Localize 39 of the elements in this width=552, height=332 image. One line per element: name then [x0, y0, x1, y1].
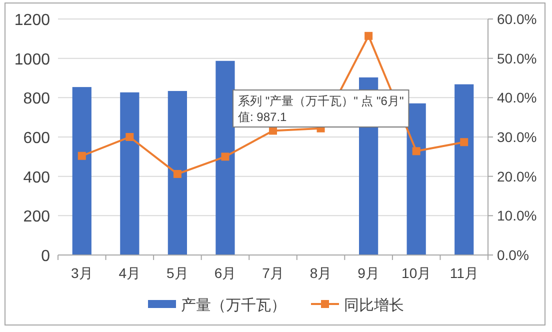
y2-tick-label: 40.0%	[497, 90, 537, 106]
bar	[168, 90, 187, 255]
y2-tick-label: 0.0%	[497, 247, 529, 263]
point	[460, 138, 468, 146]
point	[173, 170, 182, 178]
point	[78, 152, 86, 160]
x-tick-label: 11月	[450, 265, 478, 281]
bar	[120, 92, 140, 255]
y-tick-label: 400	[23, 169, 50, 186]
bar	[216, 60, 235, 255]
x-tick-label: 4月	[118, 265, 141, 281]
x-tick-label: 3月	[70, 265, 93, 281]
x-tick-label: 5月	[166, 265, 188, 281]
y-tick-label: 0	[41, 248, 50, 265]
annotation: 系列 "产量（万千瓦）" 点 "6月" 值: 987.1	[238, 94, 404, 124]
y-tick-label: 800	[23, 90, 50, 108]
y2-tick-label: 20.0%	[497, 168, 537, 184]
point	[364, 32, 373, 40]
y-tick-label: 200	[23, 208, 50, 226]
y2-tick-label: 50.0%	[497, 50, 537, 66]
legend-label: 产量（万千瓦）	[181, 297, 286, 314]
bar	[406, 103, 426, 255]
y2-tick-label: 60.0%	[497, 11, 537, 27]
x-tick-label: 10月	[402, 265, 432, 281]
y-tick-label: 1200	[14, 12, 50, 29]
y2-tick-label: 10.0%	[497, 208, 537, 224]
x-tick-label: 6月	[214, 265, 236, 281]
y-tick-label: 600	[23, 130, 50, 147]
x-tick-label: 7月	[262, 265, 284, 281]
point	[221, 152, 230, 161]
y2-tick-label: 30.0%	[497, 129, 537, 145]
y-tick-label: 1000	[14, 51, 50, 68]
bar	[454, 84, 474, 255]
x-tick-label: 9月	[358, 265, 380, 281]
bar	[72, 87, 92, 255]
point	[412, 147, 420, 156]
x-tick-label: 8月	[310, 265, 332, 281]
point	[126, 133, 134, 141]
legend-label: 同比增长	[344, 297, 404, 314]
